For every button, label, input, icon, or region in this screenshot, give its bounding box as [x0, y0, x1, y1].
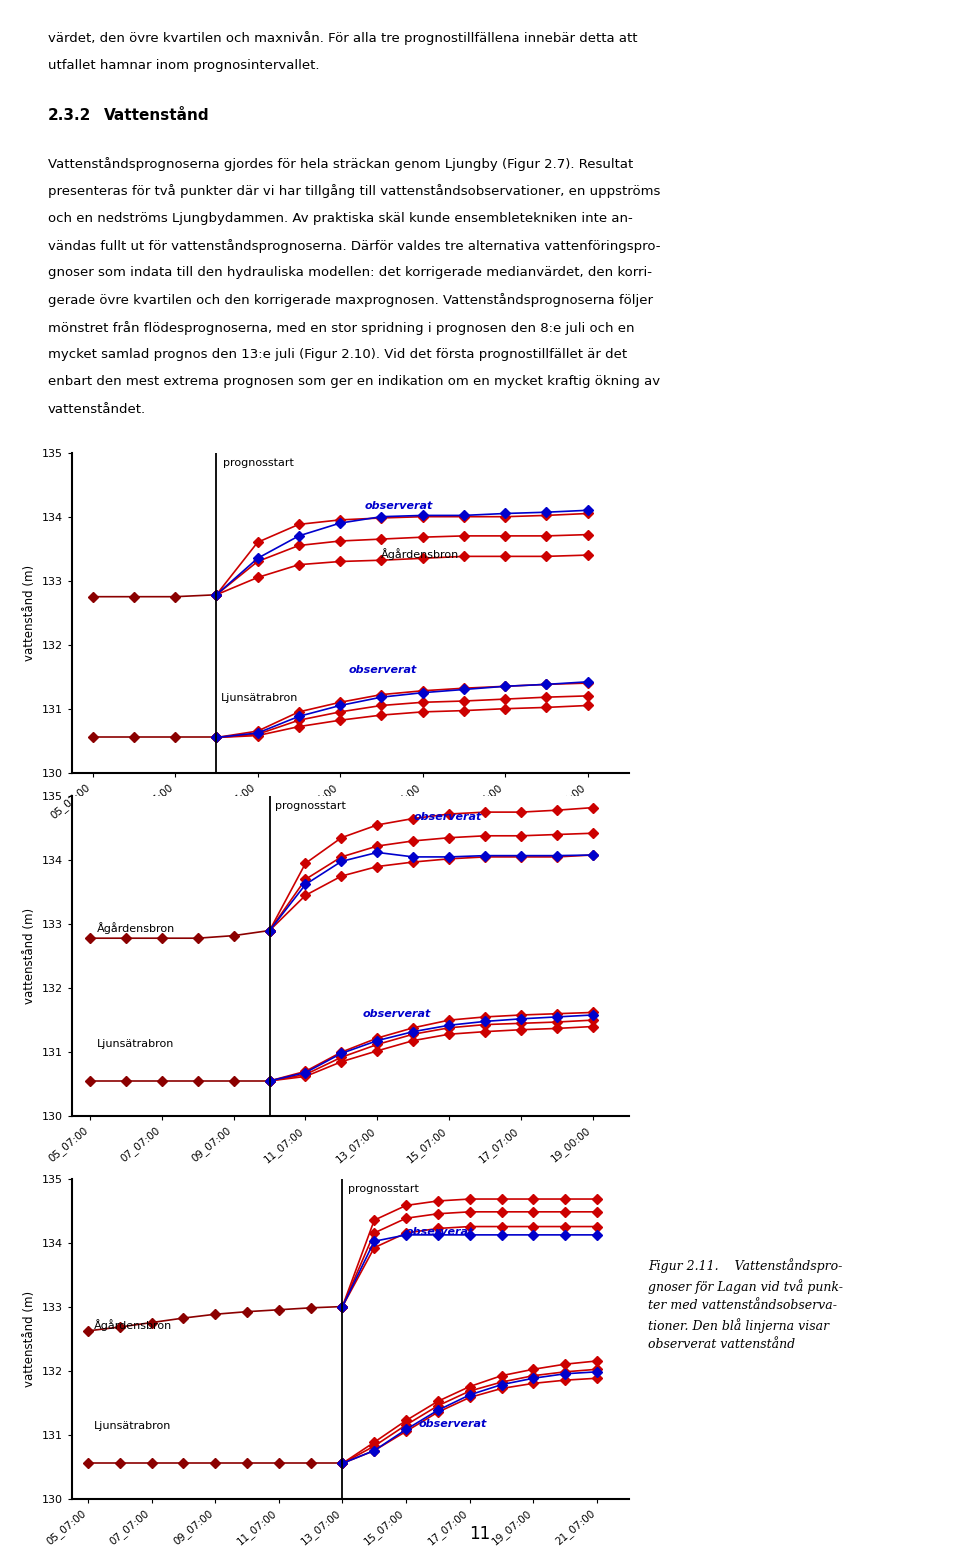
Text: värdet, den övre kvartilen och maxnivån. För alla tre prognostillfällena innebär: värdet, den övre kvartilen och maxnivån.… — [48, 31, 637, 45]
Text: enbart den mest extrema prognosen som ger en indikation om en mycket kraftig ökn: enbart den mest extrema prognosen som ge… — [48, 376, 660, 389]
Text: observerat: observerat — [363, 1008, 431, 1019]
Text: prognosstart: prognosstart — [276, 801, 347, 812]
Text: utfallet hamnar inom prognosintervallet.: utfallet hamnar inom prognosintervallet. — [48, 58, 320, 72]
Text: Ågårdensbron: Ågårdensbron — [94, 1319, 173, 1332]
Text: prognosstart: prognosstart — [348, 1183, 419, 1194]
Text: observerat: observerat — [406, 1227, 474, 1236]
Text: Ljunsätrabron: Ljunsätrabron — [97, 1040, 175, 1049]
Text: mönstret från flödesprognoserna, med en stor spridning i prognosen den 8:e juli : mönstret från flödesprognoserna, med en … — [48, 322, 635, 334]
Text: Ljunsätrabron: Ljunsätrabron — [221, 693, 298, 702]
Text: observerat: observerat — [348, 665, 417, 676]
Y-axis label: vattenstånd (m): vattenstånd (m) — [23, 565, 36, 660]
Text: Ljunsätrabron: Ljunsätrabron — [94, 1422, 172, 1431]
Text: presenteras för två punkter där vi har tillgång till vattenståndsobservationer, : presenteras för två punkter där vi har t… — [48, 184, 660, 198]
Text: Vattenstånd: Vattenstånd — [105, 108, 210, 123]
Text: prognosstart: prognosstart — [223, 457, 294, 468]
Text: observerat: observerat — [413, 812, 482, 823]
Text: och en nedströms Ljungbydammen. Av praktiska skäl kunde ensembletekniken inte an: och en nedströms Ljungbydammen. Av prakt… — [48, 212, 633, 225]
Y-axis label: vattenstånd (m): vattenstånd (m) — [23, 909, 36, 1004]
Text: gnoser som indata till den hydrauliska modellen: det korrigerade medianvärdet, d: gnoser som indata till den hydrauliska m… — [48, 267, 652, 279]
Text: Figur 2.11.    Vattenståndspro-
gnoser för Lagan vid två punk-
ter med vattenstå: Figur 2.11. Vattenståndspro- gnoser för … — [648, 1258, 843, 1352]
Text: 11: 11 — [469, 1525, 491, 1542]
Text: gerade övre kvartilen och den korrigerade maxprognosen. Vattenståndsprognoserna : gerade övre kvartilen och den korrigerad… — [48, 293, 653, 308]
Text: Ågårdensbron: Ågårdensbron — [381, 548, 460, 560]
Text: Vattenståndsprognoserna gjordes för hela sträckan genom Ljungby (Figur 2.7). Res: Vattenståndsprognoserna gjordes för hela… — [48, 158, 634, 170]
Text: vändas fullt ut för vattenståndsprognoserna. Därför valdes tre alternativa vatte: vändas fullt ut för vattenståndsprognose… — [48, 239, 660, 253]
Text: observerat: observerat — [365, 501, 433, 510]
Text: vattenståndet.: vattenståndet. — [48, 403, 146, 415]
Text: 2.3.2: 2.3.2 — [48, 108, 91, 123]
Text: observerat: observerat — [419, 1419, 487, 1428]
Text: mycket samlad prognos den 13:e juli (Figur 2.10). Vid det första prognostillfäll: mycket samlad prognos den 13:e juli (Fig… — [48, 348, 627, 361]
Y-axis label: vattenstånd (m): vattenstånd (m) — [23, 1291, 36, 1386]
Text: Ågårdensbron: Ågårdensbron — [97, 923, 176, 933]
